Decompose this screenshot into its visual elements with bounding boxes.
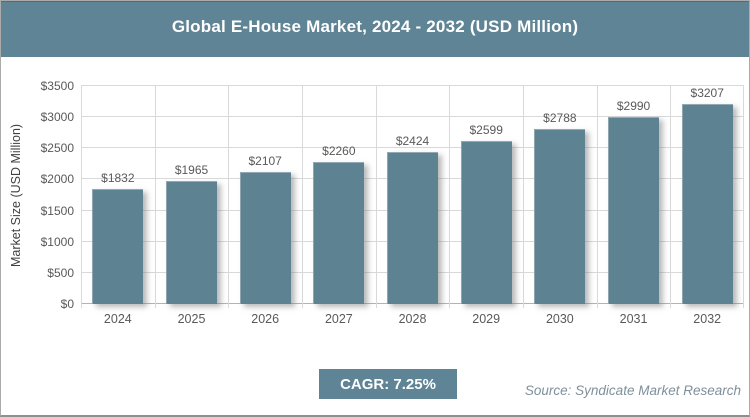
bar-2029 [460, 141, 512, 304]
bar-2030 [534, 129, 586, 304]
gridline-vertical [81, 86, 82, 308]
bar-2026 [239, 171, 291, 304]
bar-value-label: $1965 [174, 162, 209, 177]
bar-value-label: $2599 [469, 123, 503, 138]
x-tick-label: 2032 [693, 312, 722, 326]
gridline-horizontal [81, 147, 744, 149]
gridline-vertical [228, 86, 230, 308]
bar-2024 [92, 188, 144, 304]
gridline-vertical [596, 86, 598, 308]
bar-column-2025: $1965 [155, 86, 229, 304]
x-tick-label: 2031 [619, 312, 648, 326]
gridline-vertical [375, 86, 377, 308]
y-tick-label: $2500 [40, 141, 74, 156]
x-tick-label: 2024 [103, 312, 132, 326]
x-tick-label: 2026 [251, 312, 280, 326]
chart-title-bar: Global E-House Market, 2024 - 2032 (USD … [1, 1, 749, 57]
y-tick-label: $500 [47, 265, 74, 280]
gridline-horizontal [81, 85, 744, 86]
y-tick-label: $0 [60, 297, 74, 311]
bar-column-2031: $2990 [597, 86, 671, 304]
gridline-vertical [301, 86, 303, 308]
gridline-horizontal [81, 116, 744, 118]
x-tick-label: 2027 [324, 312, 353, 326]
gridline-vertical [670, 86, 672, 308]
bar-2027 [313, 162, 365, 304]
gridline-vertical [522, 86, 524, 308]
x-tick-label: 2030 [545, 312, 574, 326]
bar-value-label: $2424 [395, 134, 430, 149]
bar-value-label: $2107 [248, 153, 282, 168]
plot-area: $1832 $1965 $2107 $2260 $2424 $2599 $2788 $2990… [81, 85, 744, 308]
y-tick-label: $1000 [40, 234, 74, 249]
source-attribution: Source: Syndicate Market Research [524, 383, 741, 398]
cagr-badge: CAGR: 7.25% [319, 369, 457, 399]
bar-2031 [608, 116, 660, 304]
x-axis-labels: 2024 2025 2026 2027 2028 2029 2030 2031 2032 [81, 312, 744, 332]
bar-value-label: $2788 [543, 111, 577, 126]
bar-2028 [387, 152, 439, 304]
y-tick-label: $3500 [40, 79, 74, 93]
bar-value-label: $2260 [322, 144, 356, 159]
bar-column-2024: $1832 [81, 86, 155, 304]
y-tick-label: $2000 [40, 172, 74, 187]
gridline-vertical [154, 86, 156, 308]
bar-column-2029: $2599 [449, 86, 523, 304]
x-tick-label: 2025 [177, 312, 206, 326]
chart-title: Global E-House Market, 2024 - 2032 (USD … [171, 16, 579, 36]
x-tick-label: 2028 [398, 312, 427, 326]
bar-2025 [166, 180, 217, 304]
bar-value-label: $2990 [616, 98, 651, 113]
gridline-vertical [743, 86, 744, 308]
bar-value-label: $3207 [690, 86, 724, 100]
x-tick-label: 2029 [472, 312, 501, 326]
y-tick-label: $1500 [40, 203, 74, 218]
y-tick-label: $3000 [40, 110, 74, 125]
bar-column-2032: $3207 [670, 86, 744, 304]
bar-2032 [681, 104, 733, 304]
bar-column-2028: $2424 [376, 86, 450, 304]
gridline-vertical [449, 86, 451, 308]
bars-row: $1832 $1965 $2107 $2260 $2424 $2599 $2788 $2990… [81, 86, 744, 304]
y-axis-labels: $0 $500 $1000 $1500 $2000 $2500 $3000 $3500 [1, 79, 74, 311]
bar-value-label: $1832 [101, 170, 135, 185]
bar-column-2026: $2107 [228, 86, 302, 304]
bar-column-2030: $2788 [523, 86, 597, 304]
bar-column-2027: $2260 [302, 86, 376, 304]
